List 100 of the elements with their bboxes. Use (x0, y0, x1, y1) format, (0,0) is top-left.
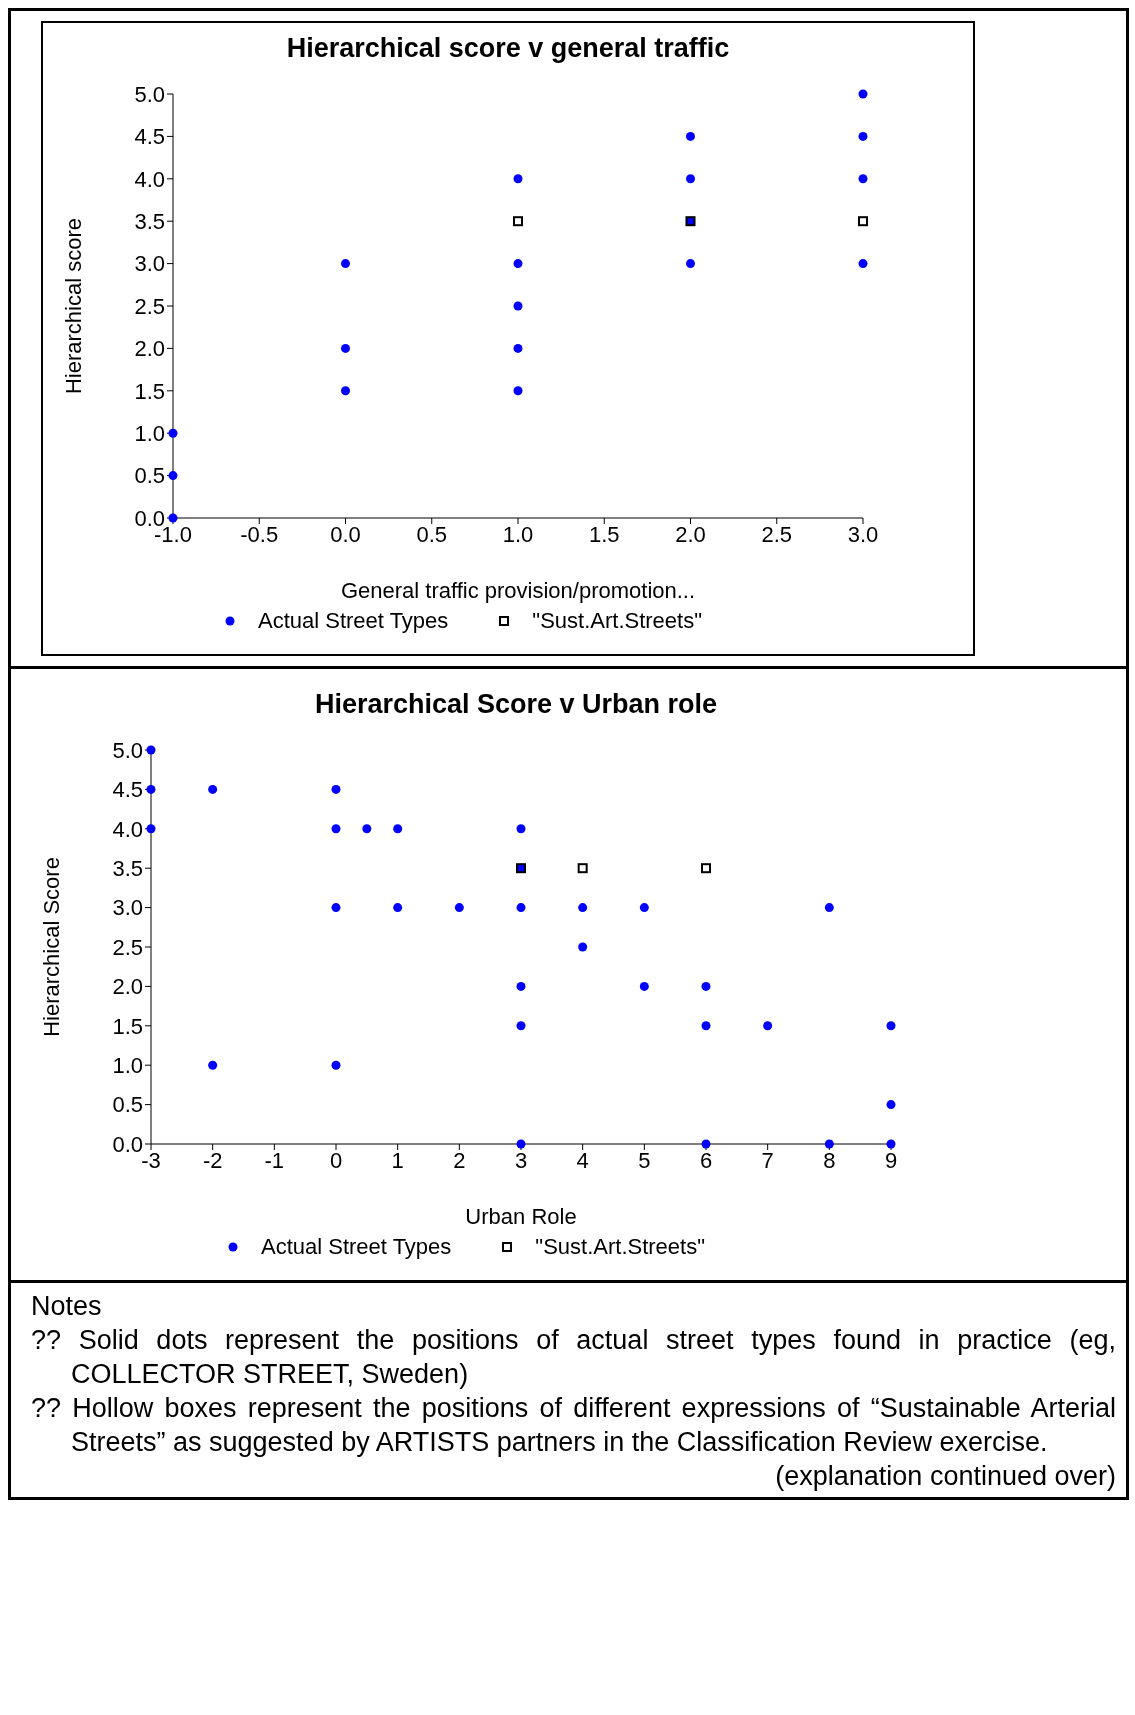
x-tick-label: 3 (514, 1147, 528, 1173)
x-tick-label: 1.0 (502, 521, 534, 547)
point (513, 386, 523, 396)
point (513, 343, 523, 353)
point (513, 174, 523, 184)
legend-label: Actual Street Types (257, 608, 449, 634)
point (578, 942, 588, 952)
x-tick-label: 1.5 (588, 521, 620, 547)
point (362, 824, 372, 834)
point (516, 1139, 526, 1149)
y-axis-title: Hierarchical Score (38, 857, 64, 1037)
point (824, 903, 834, 913)
chart-title: Hierarchical Score v Urban role (313, 689, 719, 720)
x-tick-label: 2.5 (761, 521, 793, 547)
x-tick-label: -0.5 (240, 521, 279, 547)
point (146, 784, 156, 794)
y-tick-label: 2.0 (134, 336, 165, 362)
text: ?? Hollow boxes represent the positions of different expressions of “Sustainable Arterial Streets” as suggested by ARTISTS partners in the Classification Review exercise. (31, 1392, 1116, 1459)
y-axis-title: Hierarchical score (60, 217, 86, 395)
x-tick-label: -1 (264, 1147, 285, 1173)
x-tick-label: 1 (391, 1147, 404, 1173)
x-tick-label: -2 (202, 1147, 223, 1173)
legend-label: "Sust.Art.Streets" (532, 608, 703, 634)
point (701, 863, 711, 874)
point (393, 903, 403, 913)
point (146, 824, 156, 834)
point (577, 863, 588, 874)
legend-label: Actual Street Types (260, 1234, 452, 1260)
point (701, 1139, 711, 1149)
x-tick-label: 2 (453, 1147, 466, 1173)
point (208, 784, 218, 794)
x-tick-label: 3.0 (847, 521, 879, 547)
y-tick-label: 0.5 (134, 463, 165, 489)
x-tick-label: -3 (141, 1147, 161, 1173)
point (331, 784, 341, 794)
point (513, 259, 523, 269)
x-tick-label: 2.0 (675, 521, 706, 547)
x-tick-label: 5 (638, 1147, 651, 1173)
x-tick-label: 6 (699, 1147, 713, 1173)
point (686, 259, 695, 269)
chart-title: Hierarchical score v general traffic (285, 33, 731, 64)
y-tick-label: 1.5 (112, 1013, 143, 1039)
y-tick-label: 1.0 (112, 1053, 143, 1079)
y-tick-label: 5.0 (112, 737, 143, 763)
x-tick-label: 9 (884, 1147, 898, 1173)
y-tick-label: 2.0 (112, 974, 143, 1000)
y-tick-label: 2.5 (134, 293, 165, 319)
x-tick-label: 4 (576, 1147, 589, 1173)
point (701, 1021, 711, 1031)
y-tick-label: 4.0 (112, 816, 143, 842)
y-tick-label: 3.0 (112, 895, 143, 921)
point (168, 471, 178, 481)
point (639, 903, 649, 913)
point (886, 1100, 896, 1110)
point (858, 89, 868, 99)
point (516, 981, 526, 991)
point (578, 903, 588, 913)
point (393, 824, 403, 834)
y-tick-label: 5.0 (134, 81, 165, 107)
point (886, 1021, 896, 1031)
y-tick-label: 3.5 (112, 856, 143, 882)
x-tick-label: 0.5 (416, 521, 448, 547)
y-tick-label: 1.0 (134, 421, 165, 447)
point (341, 386, 350, 396)
point (516, 824, 526, 834)
y-tick-label: 1.5 (134, 378, 165, 404)
x-tick-label: 0.0 (330, 521, 361, 547)
point (516, 1021, 526, 1031)
point (331, 1060, 341, 1070)
y-tick-label: 3.0 (134, 251, 165, 277)
text: Notes (31, 1290, 103, 1323)
point (454, 903, 464, 913)
point (168, 428, 178, 438)
point (513, 216, 523, 227)
x-axis-title: General traffic provision/promotion... (340, 578, 696, 603)
y-tick-label: 0.0 (112, 1131, 143, 1157)
x-axis-title: Urban Role (465, 1204, 577, 1229)
x-tick-label: 7 (761, 1147, 774, 1173)
text: (explanation continued over) (774, 1460, 1116, 1493)
point (701, 981, 711, 991)
point (208, 1060, 218, 1070)
y-tick-label: 4.5 (112, 777, 143, 803)
point (686, 174, 695, 184)
legend-label: "Sust.Art.Streets" (535, 1234, 706, 1260)
y-tick-label: 2.5 (112, 934, 143, 960)
point (331, 903, 341, 913)
point (858, 216, 868, 227)
point (858, 131, 868, 141)
y-tick-label: 3.5 (134, 209, 165, 235)
point (686, 131, 695, 141)
x-tick-label: 0 (329, 1147, 343, 1173)
text: ?? Solid dots represent the positions of actual street types found in practice (eg, COLLECTOR STREET, Sweden) (31, 1324, 1116, 1391)
y-tick-label: 0.5 (112, 1092, 143, 1118)
point (331, 824, 341, 834)
point (516, 903, 526, 913)
point (824, 1139, 834, 1149)
point (858, 174, 868, 184)
y-tick-label: 4.0 (134, 166, 165, 192)
point (341, 259, 350, 269)
point (763, 1021, 773, 1031)
